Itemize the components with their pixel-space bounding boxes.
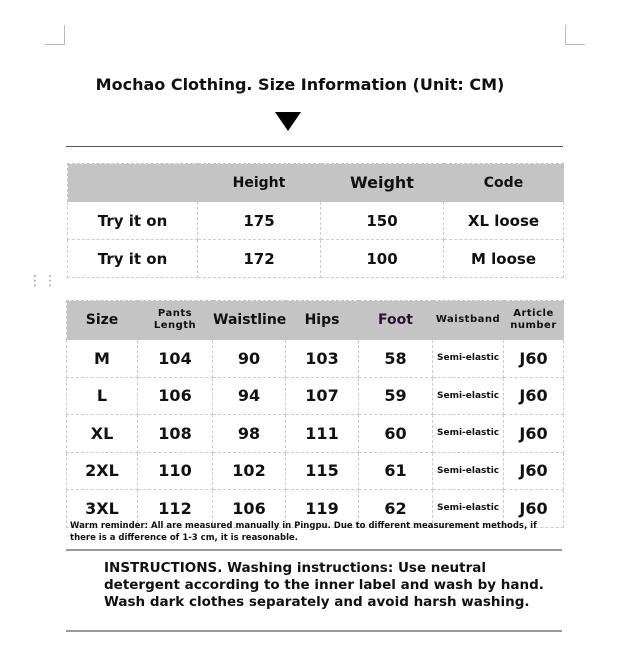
header-cell: Waistband (432, 300, 504, 340)
table-cell: 110 (137, 451, 213, 490)
table-cell: 106 (137, 376, 213, 415)
table-cell: 103 (285, 339, 359, 378)
table-cell: 3XL (66, 489, 138, 528)
table-cell: 90 (212, 339, 286, 378)
table-row: L 106 94 107 59 Semi-elastic J60 (66, 376, 564, 415)
header-cell: Waistline (212, 300, 286, 340)
crop-mark (45, 25, 65, 45)
table-row: Try it on 175 150 XL loose (67, 201, 564, 240)
table-cell: 111 (285, 414, 359, 453)
header-cell: Article number (503, 300, 564, 340)
warm-reminder: Warm reminder: All are measured manually… (70, 521, 537, 543)
table-cell: J60 (503, 339, 564, 378)
table-cell: 108 (137, 414, 213, 453)
table-cell: Try it on (67, 201, 198, 240)
header-cell: Height (197, 163, 321, 202)
triangle-down-icon (275, 112, 301, 131)
table-cell: J60 (503, 451, 564, 490)
table-cell: 60 (358, 414, 433, 453)
table-cell: M loose (443, 239, 564, 278)
table-cell: XL (66, 414, 138, 453)
table-cell: Semi-elastic (432, 376, 504, 415)
table-cell: Semi-elastic (432, 414, 504, 453)
try-on-table: Height Weight Code Try it on 175 150 XL loo… (67, 163, 564, 278)
header-cell: Foot (358, 300, 433, 340)
table-cell: M (66, 339, 138, 378)
table-cell: 94 (212, 376, 286, 415)
table-cell: J60 (503, 414, 564, 453)
divider (66, 630, 562, 632)
table-cell: 112 (137, 489, 213, 528)
size-table: Size Pants Length Waistline Hips Foot Wa… (66, 300, 564, 528)
table-cell: 61 (358, 451, 433, 490)
table-cell: J60 (503, 489, 564, 528)
table-cell: J60 (503, 376, 564, 415)
table-row: 3XL 112 106 119 62 Semi-elastic J60 (66, 489, 564, 528)
table-cell: 59 (358, 376, 433, 415)
table-cell: 115 (285, 451, 359, 490)
header-cell: Pants Length (137, 300, 213, 340)
table-cell: Try it on (67, 239, 198, 278)
table-cell: 100 (320, 239, 444, 278)
header-cell: Size (66, 300, 138, 340)
table-cell: Semi-elastic (432, 339, 504, 378)
header-cell: Code (443, 163, 564, 202)
table-cell: 172 (197, 239, 321, 278)
header-cell: Weight (320, 163, 444, 202)
table-cell: 58 (358, 339, 433, 378)
header-cell (67, 163, 198, 202)
table-row: 2XL 110 102 115 61 Semi-elastic J60 (66, 451, 564, 490)
table-cell: 119 (285, 489, 359, 528)
divider (66, 146, 563, 147)
table-cell: Semi-elastic (432, 451, 504, 490)
table-cell: 175 (197, 201, 321, 240)
drag-handle-icon[interactable]: ⋮⋮ (28, 273, 58, 289)
table-cell: 98 (212, 414, 286, 453)
header-cell: Hips (285, 300, 359, 340)
table-cell: XL loose (443, 201, 564, 240)
table-cell: L (66, 376, 138, 415)
table-cell: 107 (285, 376, 359, 415)
washing-instructions: INSTRUCTIONS. Washing instructions: Use … (104, 560, 544, 610)
crop-mark (565, 25, 585, 45)
table-cell: 150 (320, 201, 444, 240)
page-title: Mochao Clothing. Size Information (Unit:… (95, 75, 505, 94)
table-cell: 104 (137, 339, 213, 378)
table-row: M 104 90 103 58 Semi-elastic J60 (66, 339, 564, 378)
table-row: XL 108 98 111 60 Semi-elastic J60 (66, 414, 564, 453)
table-cell: 2XL (66, 451, 138, 490)
divider (66, 549, 562, 551)
table-cell: 102 (212, 451, 286, 490)
table-row: Try it on 172 100 M loose (67, 239, 564, 278)
